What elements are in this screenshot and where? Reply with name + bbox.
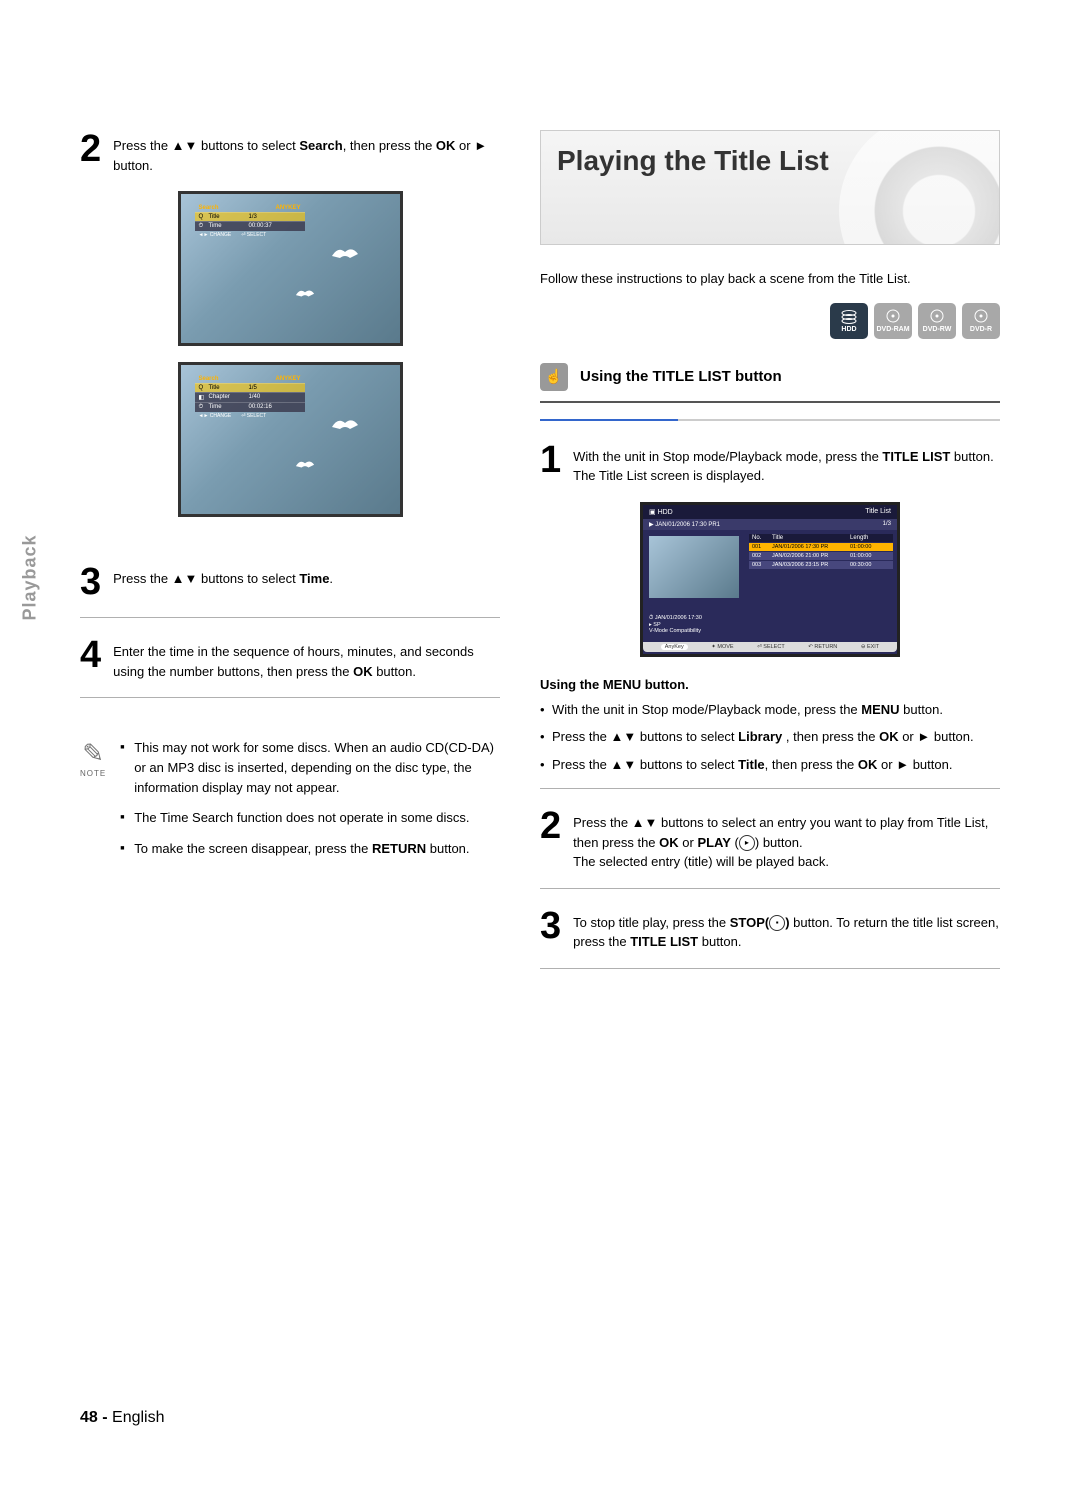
section-header: Playing the Title List xyxy=(540,130,1000,245)
osd-overlay: SearchANYKEY QTitle1/3 ⏱Time00:00:37 ◄► … xyxy=(195,204,305,239)
step-4: 4 Enter the time in the sequence of hour… xyxy=(80,636,500,681)
note-item: The Time Search function does not operat… xyxy=(120,808,500,828)
remote-icon: ☝ xyxy=(540,363,568,391)
sub-heading-row: ☝ Using the TITLE LIST button xyxy=(540,363,1000,391)
osd-overlay: SearchANYKEY QTitle1/5 ◧Chapter1/40 ⏱Tim… xyxy=(195,375,305,420)
bullet-item: Press the ▲▼ buttons to select Title, th… xyxy=(540,755,1000,775)
step-2: 2 Press the ▲▼ buttons to select Search,… xyxy=(80,130,500,175)
step-number: 1 xyxy=(540,441,561,486)
step-number: 4 xyxy=(80,636,101,681)
media-badges: HDD DVD-RAM DVD-RW DVD-R xyxy=(540,303,1000,339)
page-footer: 48 - English xyxy=(80,1409,165,1427)
dvd-r-badge-icon: DVD-R xyxy=(962,303,1000,339)
left-column: Playback 2 Press the ▲▼ buttons to selec… xyxy=(80,130,500,987)
note-icon: ✎ xyxy=(80,738,106,769)
note-item: This may not work for some discs. When a… xyxy=(120,738,500,798)
step-number: 3 xyxy=(540,907,561,952)
intro-text: Follow these instructions to play back a… xyxy=(540,269,1000,289)
step-text: Enter the time in the sequence of hours,… xyxy=(113,636,500,681)
step-2r: 2 Press the ▲▼ buttons to select an entr… xyxy=(540,807,1000,872)
section-tab: Playback xyxy=(20,534,41,620)
step-text: Press the ▲▼ buttons to select an entry … xyxy=(573,807,1000,872)
note-box: ✎ NOTE This may not work for some discs.… xyxy=(80,738,500,869)
step-text: To stop title play, press the STOP(▪) bu… xyxy=(573,907,1000,952)
step-number: 2 xyxy=(540,807,561,872)
step-text: Press the ▲▼ buttons to select Time. xyxy=(113,563,333,601)
play-circle-icon: ▸ xyxy=(739,835,755,851)
stop-circle-icon: ▪ xyxy=(769,915,785,931)
dvd-ram-badge-icon: DVD-RAM xyxy=(874,303,912,339)
bullet-item: With the unit in Stop mode/Playback mode… xyxy=(540,700,1000,720)
step-3r: 3 To stop title play, press the STOP(▪) … xyxy=(540,907,1000,952)
dvd-rw-badge-icon: DVD-RW xyxy=(918,303,956,339)
step-3: 3 Press the ▲▼ buttons to select Time. xyxy=(80,563,500,601)
hdd-badge-icon: HDD xyxy=(830,303,868,339)
osd-screenshot-1: SearchANYKEY QTitle1/3 ⏱Time00:00:37 ◄► … xyxy=(178,191,403,346)
title-list-screenshot: ▣ HDDTitle List ▶ JAN/01/2006 17:30 PR11… xyxy=(640,502,900,657)
sub-heading: Using the TITLE LIST button xyxy=(580,368,782,385)
step-text: With the unit in Stop mode/Playback mode… xyxy=(573,441,994,486)
section-title: Playing the Title List xyxy=(541,131,999,177)
step-number: 3 xyxy=(80,563,101,601)
bullet-item: Press the ▲▼ buttons to select Library ,… xyxy=(540,727,1000,747)
step-number: 2 xyxy=(80,130,101,175)
menu-bullets: With the unit in Stop mode/Playback mode… xyxy=(540,700,1000,775)
osd-screenshot-2: SearchANYKEY QTitle1/5 ◧Chapter1/40 ⏱Tim… xyxy=(178,362,403,517)
note-item: To make the screen disappear, press the … xyxy=(120,839,500,859)
menu-subheading: Using the MENU button. xyxy=(540,677,1000,692)
note-label: NOTE xyxy=(80,769,106,778)
step-1r: 1 With the unit in Stop mode/Playback mo… xyxy=(540,441,1000,486)
right-column: Playing the Title List Follow these inst… xyxy=(540,130,1000,987)
step-text: Press the ▲▼ buttons to select Search, t… xyxy=(113,130,500,175)
